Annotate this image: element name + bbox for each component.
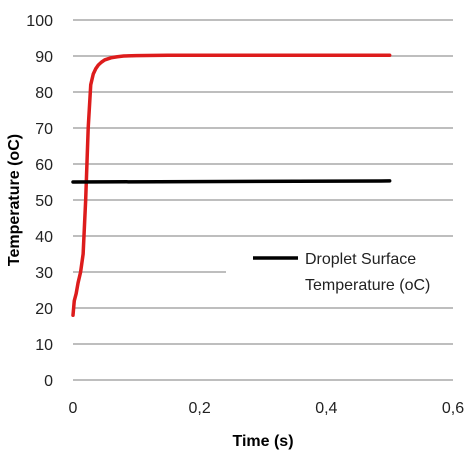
y-tick-label: 60 [35, 157, 53, 174]
y-tick-label: 90 [35, 49, 53, 66]
x-tick-label: 0,4 [315, 400, 337, 417]
legend-label-line1: Droplet Surface [305, 251, 416, 268]
x-axis-ticks: 0 0,2 0,4 0,6 [69, 400, 465, 417]
y-tick-label: 10 [35, 337, 53, 354]
legend-label-line2: Temperature (oC) [305, 277, 430, 294]
y-tick-label: 30 [35, 265, 53, 282]
y-axis-title: Temperature (oC) [6, 134, 23, 266]
y-tick-label: 0 [44, 373, 53, 390]
x-tick-label: 0,6 [442, 400, 464, 417]
legend-background [226, 240, 454, 298]
series-group [71, 53, 392, 317]
y-tick-label: 40 [35, 229, 53, 246]
series-line-2 [71, 179, 392, 184]
x-tick-label: 0 [69, 400, 78, 417]
y-axis-ticks: 0 10 20 30 40 50 60 70 80 90 100 [26, 13, 53, 390]
y-tick-label: 100 [26, 13, 53, 30]
y-tick-label: 70 [35, 121, 53, 138]
series-line-1 [71, 53, 392, 317]
x-tick-label: 0,2 [189, 400, 211, 417]
y-tick-label: 50 [35, 193, 53, 210]
y-tick-label: 20 [35, 301, 53, 318]
y-tick-label: 80 [35, 85, 53, 102]
x-axis-title: Time (s) [232, 433, 293, 450]
